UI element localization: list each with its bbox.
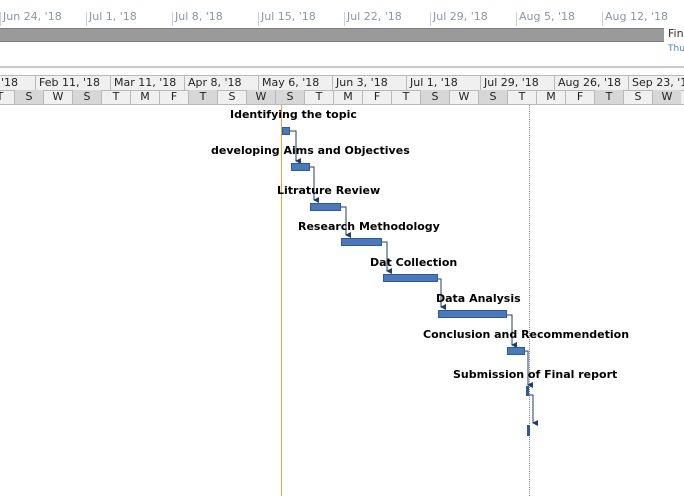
timescale-month: May 6, '18 <box>258 76 332 90</box>
timescale-month: Jul 1, '18 <box>406 76 480 90</box>
dependency-link <box>438 278 446 310</box>
timescale-day: S <box>72 90 101 104</box>
dependency-link <box>525 350 533 388</box>
milestone-marker[interactable] <box>527 425 530 436</box>
task-label: Data Analysis <box>436 292 521 305</box>
timeline-date: Jul 8, '18 <box>175 10 223 23</box>
timescale-month: Jul 29, '18 <box>480 76 554 90</box>
dependency-link <box>528 394 538 426</box>
dependency-link <box>290 130 301 164</box>
timeline-tick <box>0 12 1 26</box>
timeline-dates: Jun 24, '18 Jul 1, '18 Jul 8, '18 Jul 15… <box>0 10 684 26</box>
timescale-month: Aug 26, '18 <box>554 76 628 90</box>
timeline-tick <box>258 12 259 26</box>
timeline-tick <box>516 12 517 26</box>
timescale-month: Feb 11, '18 <box>35 76 110 90</box>
task-bar[interactable] <box>310 203 341 211</box>
weekend-shade <box>594 90 623 104</box>
weekend-shade <box>478 90 507 104</box>
timescale-month: '18 <box>1 76 19 89</box>
timescale-day: M <box>536 90 565 104</box>
task-bar[interactable] <box>282 127 290 135</box>
weekend-shade <box>188 90 217 104</box>
timeline-finish-label: Fin <box>668 27 684 40</box>
timescale-day: W <box>246 90 275 104</box>
weekend-shade <box>14 90 43 104</box>
timescale-day: S <box>275 90 304 104</box>
timescale-top-tier: '18 Feb 11, '18 Mar 11, '18 Apr 8, '18 M… <box>0 75 684 91</box>
timescale-day: F <box>159 90 188 104</box>
timescale-month: Mar 11, '18 <box>110 76 184 90</box>
gantt-chart-area[interactable]: Identifying the topic developing Aims an… <box>0 105 684 496</box>
weekend-shade <box>420 90 449 104</box>
dependency-link <box>310 166 319 203</box>
timeline-date: Jul 22, '18 <box>347 10 402 23</box>
dependency-link <box>382 241 392 274</box>
timescale-month: Apr 8, '18 <box>184 76 258 90</box>
timescale-month: Jun 3, '18 <box>332 76 406 90</box>
task-label: Submission of Final report <box>453 368 618 381</box>
timeline-tick <box>172 12 173 26</box>
timescale-day: S <box>217 90 246 104</box>
timeline-date: Jun 24, '18 <box>3 10 62 23</box>
timeline-finish-date: Thu <box>668 44 684 54</box>
timeline-date: Jul 15, '18 <box>261 10 316 23</box>
task-label: Identifying the topic <box>230 108 357 121</box>
timescale-header[interactable]: '18 Feb 11, '18 Mar 11, '18 Apr 8, '18 M… <box>0 75 684 105</box>
dependency-link <box>341 206 351 238</box>
timescale-day: T <box>188 90 217 104</box>
timescale-day: T <box>507 90 536 104</box>
timescale-day: W <box>449 90 478 104</box>
timescale-day: T <box>594 90 623 104</box>
dependency-links <box>290 130 538 426</box>
weekend-shade <box>72 90 101 104</box>
timescale-day: T <box>101 90 130 104</box>
timescale-day: S <box>623 90 652 104</box>
task-label: Dat Collection <box>370 256 458 269</box>
timeline-date: Jul 29, '18 <box>433 10 488 23</box>
weekend-shade <box>652 90 681 104</box>
task-bar[interactable] <box>507 347 525 355</box>
timescale-day: S <box>478 90 507 104</box>
timescale-day: W <box>43 90 72 104</box>
timescale-day: T <box>0 90 14 104</box>
task-label: Research Methodology <box>298 220 440 233</box>
timeline-bar[interactable] <box>0 28 664 42</box>
timescale-day: F <box>565 90 594 104</box>
timescale-day: W <box>652 90 681 104</box>
timeline-tick <box>430 12 431 26</box>
timescale-day: T <box>304 90 333 104</box>
dependency-link <box>507 314 517 348</box>
task-bar[interactable] <box>383 274 438 282</box>
task-bar[interactable] <box>438 310 507 318</box>
timeline-tick <box>344 12 345 26</box>
timescale-day: T <box>391 90 420 104</box>
timescale-day: M <box>333 90 362 104</box>
status-date-line <box>529 105 530 496</box>
milestone-marker[interactable] <box>526 386 529 396</box>
timescale-bottom-tier: TSWSTMFTSWSTMFTSWSTMFTSW <box>0 90 684 105</box>
task-bar[interactable] <box>341 238 382 246</box>
timescale-day: S <box>420 90 449 104</box>
weekend-shade <box>246 90 275 104</box>
timeline-date: Aug 12, '18 <box>605 10 668 23</box>
timescale-day: F <box>362 90 391 104</box>
current-date-line <box>281 105 282 496</box>
timeline-tick <box>86 12 87 26</box>
task-label: Litrature Review <box>277 184 381 197</box>
timescale-day: S <box>14 90 43 104</box>
weekend-shade <box>275 90 304 104</box>
timescale-day: M <box>130 90 159 104</box>
timeline-date: Aug 5, '18 <box>519 10 575 23</box>
task-label: Conclusion and Recommendetion <box>423 328 630 341</box>
timeline-tick <box>602 12 603 26</box>
timeline-date: Jul 1, '18 <box>89 10 137 23</box>
task-label: developing Aims and Objectives <box>211 144 410 157</box>
timeline-divider[interactable] <box>0 66 684 68</box>
task-bar[interactable] <box>291 163 310 171</box>
timescale-month: Sep 23, '1 <box>628 76 684 90</box>
